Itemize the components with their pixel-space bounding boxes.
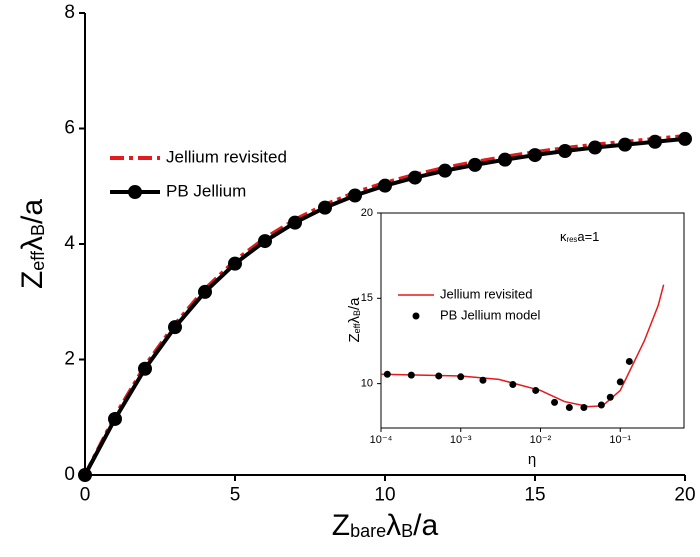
data-point <box>138 361 152 376</box>
data-point <box>597 401 605 409</box>
y-tick-label: 10 <box>361 378 373 390</box>
data-point <box>378 178 392 193</box>
data-point <box>625 357 633 365</box>
y-axis-label-part: eff <box>352 323 362 333</box>
data-point <box>479 376 487 384</box>
x-tick-label: 10⁻⁴ <box>370 434 393 446</box>
legend-marker <box>128 185 142 199</box>
data-point <box>565 404 573 412</box>
data-point <box>408 170 422 185</box>
x-axis-label: ZbareλB/a <box>332 509 439 542</box>
x-tick-label: 10⁻¹ <box>609 434 631 446</box>
data-point <box>532 386 540 394</box>
y-axis-label-part: B <box>352 310 362 316</box>
data-point <box>348 188 362 203</box>
legend-label: Jellium revisited <box>166 147 287 166</box>
y-axis-label-part: Z <box>346 333 363 342</box>
y-tick-label: 15 <box>361 292 373 304</box>
data-point <box>435 372 443 380</box>
x-tick-label: 15 <box>524 484 545 505</box>
y-axis-label-part: /a <box>346 297 363 310</box>
data-point <box>78 468 92 482</box>
x-tick-label: 10⁻³ <box>450 434 472 446</box>
data-point <box>438 163 452 178</box>
x-axis-label-part: B <box>401 521 413 541</box>
y-axis-label-part: /a <box>16 199 49 224</box>
data-point <box>528 148 542 163</box>
inset-frame <box>380 212 685 429</box>
y-axis-label-part: λ <box>16 236 49 251</box>
y-axis-label-part: B <box>28 224 48 236</box>
data-point <box>168 320 182 335</box>
x-tick-label: 10⁻² <box>530 434 552 446</box>
series-line <box>380 284 665 408</box>
x-axis-label-part: λ <box>386 509 401 542</box>
data-point <box>383 370 391 378</box>
annotation: κresa=1 <box>560 229 599 244</box>
annotation-part: κ <box>560 229 567 244</box>
data-point <box>318 200 332 215</box>
y-axis-label-part: eff <box>28 250 48 271</box>
data-point <box>258 234 272 249</box>
y-tick-label: 6 <box>64 118 75 139</box>
y-axis-label-part: λ <box>346 316 363 324</box>
legend-label: Jellium revisited <box>440 286 532 301</box>
y-axis-label: ZeffλB/a <box>16 199 49 289</box>
data-point <box>606 393 614 401</box>
data-point <box>108 411 122 426</box>
data-point <box>407 371 415 379</box>
data-point <box>228 256 242 271</box>
y-tick-label: 2 <box>64 349 75 370</box>
legend-marker <box>412 312 420 320</box>
data-point <box>558 144 572 159</box>
annotation-part: res <box>567 235 578 244</box>
data-point <box>551 398 559 406</box>
x-tick-label: 20 <box>674 484 695 505</box>
y-axis-label: ZeffλB/a <box>346 297 363 343</box>
x-axis-label-part: Z <box>332 509 350 542</box>
data-point <box>498 152 512 167</box>
x-tick-label: 5 <box>230 484 241 505</box>
x-axis-label-part: /a <box>413 509 438 542</box>
x-axis-label-part: bare <box>350 521 386 541</box>
annotation-part: a=1 <box>577 229 599 244</box>
legend-label: PB Jellium <box>166 181 246 200</box>
y-tick-label: 20 <box>361 207 373 219</box>
data-point <box>648 134 662 149</box>
data-point <box>288 215 302 230</box>
x-axis-label: η <box>528 451 536 468</box>
y-tick-label: 8 <box>64 2 75 23</box>
x-tick-label: 0 <box>80 484 91 505</box>
y-axis-label-part: Z <box>16 271 49 289</box>
y-tick-label: 4 <box>64 233 75 254</box>
x-axis-label-part: η <box>528 451 536 468</box>
data-point <box>468 157 482 172</box>
data-point <box>588 140 602 155</box>
data-point <box>618 137 632 152</box>
x-tick-label: 10 <box>374 484 395 505</box>
data-point <box>678 131 692 146</box>
data-point <box>198 284 212 299</box>
data-point <box>580 404 588 412</box>
y-tick-label: 0 <box>64 464 75 485</box>
data-point <box>509 380 517 388</box>
legend-label: PB Jellium model <box>440 307 541 322</box>
data-point <box>616 378 624 386</box>
data-point <box>457 373 465 381</box>
